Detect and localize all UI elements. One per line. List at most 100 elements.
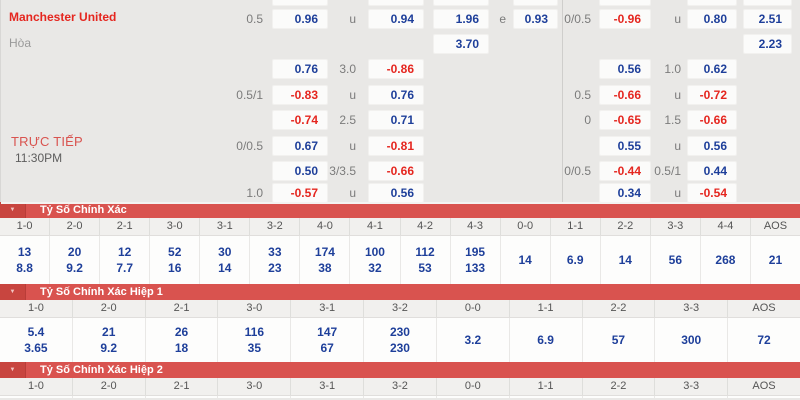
score-odds-cell[interactable]: 147 67 [291,318,365,362]
score-odds-cell[interactable]: 26 18 [146,318,219,362]
score-odds-cell[interactable]: 116 35 [218,318,292,362]
score-odds-cell [655,396,729,398]
score-odds-cell[interactable]: 57 [583,318,656,362]
score-odds-value: 72 [757,332,771,347]
score-column-header: 3-3 [651,218,701,235]
score-odds-cell[interactable]: 30 14 [200,236,251,284]
score-column-header: 2-0 [73,300,146,317]
odds-box[interactable]: 0.50 [272,161,328,181]
odds-box[interactable]: -0.81 [368,136,424,156]
score-odds-cell[interactable]: 21 9.2 [73,318,146,362]
score-odds-cell[interactable]: 6.9 [510,318,583,362]
score-odds-value: 57 [611,332,626,347]
odds-box[interactable]: 0.96 [272,9,328,29]
score-odds-cell[interactable]: 3.2 [437,318,510,362]
odds-box[interactable]: -0.74 [272,110,328,130]
odds-box[interactable]: 0.80 [687,9,737,29]
score-odds-cell[interactable]: 6.9 [551,236,601,284]
handicap-label: 0.5 [574,88,591,102]
section-title: Tỷ Số Chính Xác Hiệp 1 [40,286,163,298]
score-odds-cell[interactable]: 100 32 [350,236,401,284]
score-column-header: 3-2 [364,300,437,317]
score-odds-value: 14 [618,252,632,267]
score-odds-value: 174 [314,244,335,259]
score-odds-cell [73,396,146,398]
score-odds-value: 32 [368,260,382,275]
score-odds-value: 230 [389,340,410,355]
odds-box[interactable]: -0.44 [599,161,651,181]
odds-box[interactable]: -0.96 [599,9,651,29]
score-column-header: 0-0 [437,378,510,395]
score-odds-cell[interactable]: 20 9.2 [50,236,101,284]
score-odds-cell[interactable]: 300 [655,318,729,362]
odds-box[interactable]: -0.66 [368,161,424,181]
score-odds-value: 8.8 [16,260,33,275]
score-odds-cell[interactable]: 174 38 [300,236,351,284]
odds-box[interactable]: -0.86 [368,59,424,79]
score-odds-value: 7.7 [116,260,133,275]
odds-box[interactable]: 0.56 [368,183,424,203]
score-header-row: 1-0 2-0 2-1 3-0 3-1 3-2 0-0 1-1 2-2 3-3 AOS [0,300,800,318]
odds-box[interactable]: -0.66 [687,110,737,130]
odds-box[interactable]: 0.76 [368,85,424,105]
odds-box[interactable]: -0.54 [687,183,737,203]
odds-box[interactable]: 0.56 [687,136,737,156]
odds-box[interactable]: -0.66 [599,85,651,105]
score-odds-cell[interactable]: 14 [501,236,551,284]
score-odds-cell[interactable]: 13 8.8 [0,236,51,284]
score-odds-cell[interactable]: 5.4 3.65 [0,318,73,362]
odds-box[interactable]: 0.62 [687,59,737,79]
score-odds-cell[interactable]: 230 230 [364,318,437,362]
odds-box[interactable]: 3.70 [433,34,489,54]
score-odds-cell[interactable]: 14 [601,236,651,284]
odds-box[interactable]: 0.55 [599,136,651,156]
chevron-down-icon[interactable]: ▼ [0,362,26,378]
odds-box[interactable]: 0.93 [513,9,558,29]
odds-box[interactable]: 0.71 [368,110,424,130]
score-column-header: 2-0 [73,378,146,395]
score-odds-cell[interactable]: 52 16 [150,236,201,284]
chevron-down-icon[interactable]: ▼ [0,202,26,218]
odds-box[interactable]: 0.94 [368,9,424,29]
score-odds-value: 33 [268,244,282,259]
score-odds-cell[interactable]: 112 53 [401,236,451,284]
handicap-label: 0/0.5 [564,164,591,178]
score-odds-cell[interactable]: 268 [701,236,751,284]
odds-box[interactable]: 0.67 [272,136,328,156]
odds-box[interactable]: -0.57 [272,183,328,203]
score-odds-value: 3.65 [24,340,48,355]
score-odds-value: 112 [415,244,435,259]
home-team-name[interactable]: Manchester United [9,10,117,24]
partial-odds-box [433,0,489,6]
score-odds-cell[interactable]: 56 [651,236,701,284]
score-odds-value: 147 [317,324,338,339]
handicap-label: u [674,139,681,153]
odds-box[interactable]: 1.96 [433,9,489,29]
odds-box[interactable]: -0.65 [599,110,651,130]
score-odds-cell[interactable]: 12 7.7 [100,236,151,284]
score-column-header: 1-1 [510,378,583,395]
section-header-bar: ▼ Tỷ Số Chính Xác [0,202,800,218]
odds-box[interactable]: 0.34 [599,183,651,203]
odds-box[interactable]: -0.83 [272,85,328,105]
score-odds-cell[interactable]: 33 23 [250,236,301,284]
score-header-row: 1-0 2-0 2-1 3-0 3-1 3-2 0-0 1-1 2-2 3-3 AOS [0,378,800,396]
odds-box[interactable]: 2.51 [743,9,792,29]
odds-box[interactable]: -0.72 [687,85,737,105]
odds-box[interactable]: 0.56 [599,59,651,79]
odds-box[interactable]: 2.23 [743,34,792,54]
score-odds-cell[interactable]: 195 133 [451,236,501,284]
score-odds-value: 5.4 [27,324,45,339]
handicap-label: 0/0.5 [564,12,591,26]
score-odds-cell[interactable]: 72 [728,318,800,362]
score-header-row: 1-0 2-0 2-1 3-0 3-1 3-2 4-0 4-1 4-2 4-3 0-0 1-1 2-2 3… [0,218,800,236]
score-odds-value: 16 [168,260,182,275]
chevron-down-icon[interactable]: ▼ [0,284,26,300]
handicap-label: 3.0 [339,62,356,76]
score-column-header: 2-2 [583,300,656,317]
odds-box[interactable]: 0.44 [687,161,737,181]
score-odds-cell[interactable]: 21 [751,236,800,284]
odds-box[interactable]: 0.76 [272,59,328,79]
partial-odds-box [272,0,328,6]
score-odds-cell [583,396,656,398]
